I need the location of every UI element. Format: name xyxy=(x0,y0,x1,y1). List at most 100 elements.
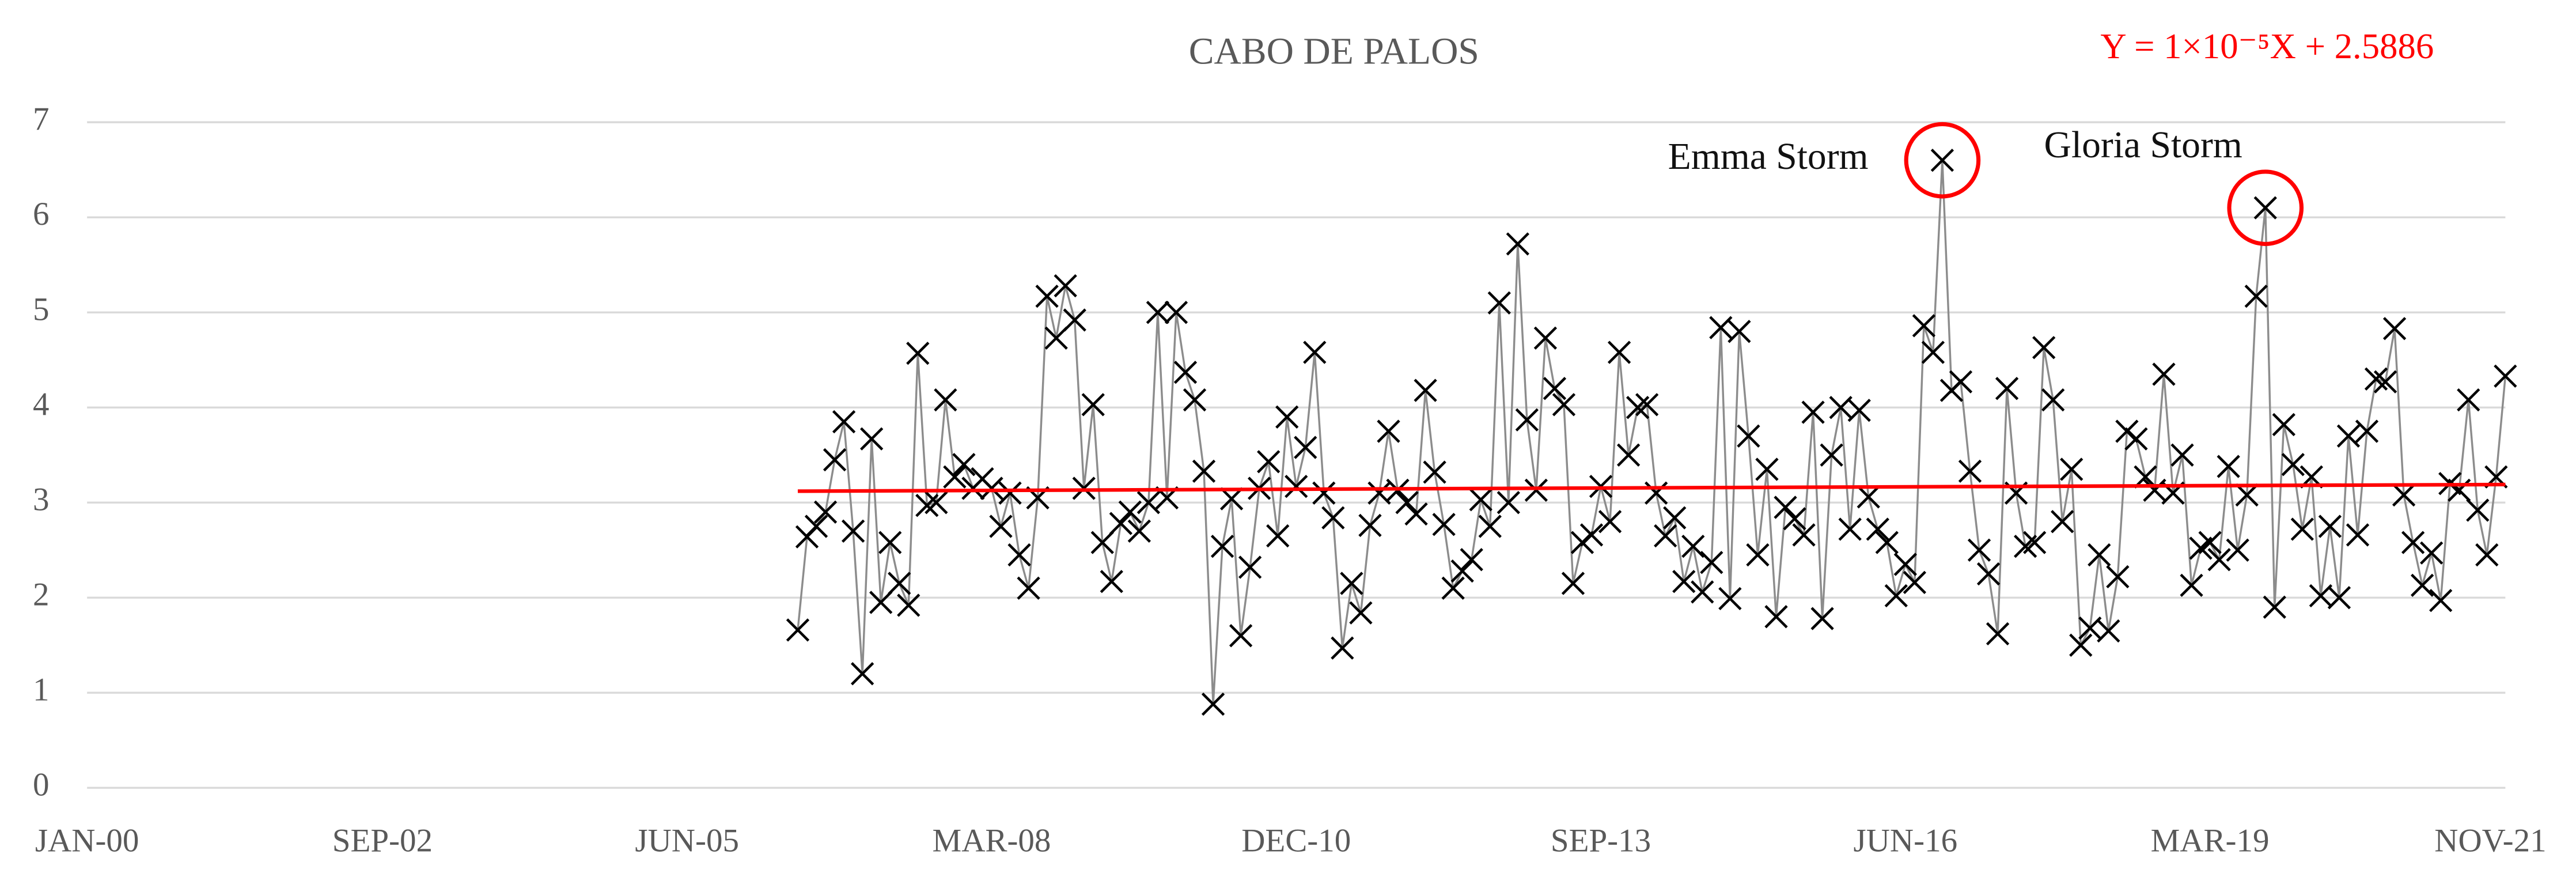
data-marker xyxy=(1875,531,1899,554)
data-marker xyxy=(980,477,1003,500)
data-marker xyxy=(1035,284,1059,308)
data-marker xyxy=(2373,370,2397,394)
data-marker xyxy=(2429,589,2453,613)
data-marker xyxy=(2106,565,2130,589)
data-marker xyxy=(823,448,847,472)
data-marker xyxy=(2401,531,2425,554)
data-marker xyxy=(2226,538,2249,562)
data-marker xyxy=(2272,413,2295,437)
annotation: Emma Storm xyxy=(1668,136,1869,177)
data-marker xyxy=(1146,301,1170,324)
data-marker xyxy=(1524,478,1548,502)
data-marker xyxy=(2382,317,2407,341)
data-marker xyxy=(1995,377,2019,400)
data-marker xyxy=(1847,398,1871,422)
data-marker xyxy=(2309,584,2333,608)
data-marker xyxy=(1487,291,1511,315)
trendline xyxy=(797,482,2506,493)
data-marker xyxy=(2041,388,2065,412)
y-tick-label: 7 xyxy=(33,101,50,137)
data-marker xyxy=(1460,548,1483,572)
y-tick-label: 1 xyxy=(33,671,50,708)
y-tick-label: 2 xyxy=(33,576,50,613)
data-marker xyxy=(998,481,1022,505)
data-marker xyxy=(1958,459,1982,483)
data-marker xyxy=(1626,396,1650,419)
data-marker xyxy=(2124,427,2148,451)
y-tick-label: 0 xyxy=(33,766,50,803)
x-tick-label: MAR-19 xyxy=(2151,822,2270,859)
data-marker xyxy=(1746,543,1770,567)
x-tick-label: SEP-13 xyxy=(1551,822,1651,859)
data-marker xyxy=(786,618,810,642)
data-marker xyxy=(1404,502,1428,526)
data-marker xyxy=(1728,320,1751,343)
data-marker xyxy=(1349,601,1373,625)
x-tick-label: DEC-10 xyxy=(1241,822,1351,859)
data-marker xyxy=(897,594,920,617)
data-marker xyxy=(1783,507,1806,531)
data-marker xyxy=(832,410,856,434)
annotation: Gloria Storm xyxy=(2044,124,2242,166)
data-marker xyxy=(1118,500,1142,524)
data-marker xyxy=(2475,543,2499,567)
data-marker xyxy=(1497,491,1520,515)
data-marker xyxy=(906,341,930,365)
data-marker xyxy=(1007,543,1031,567)
x-tick-label: JUN-16 xyxy=(1854,822,1958,859)
data-marker xyxy=(1210,534,1234,558)
data-marker xyxy=(1090,531,1114,554)
data-marker xyxy=(841,519,865,543)
data-marker xyxy=(813,500,838,524)
data-marker xyxy=(1561,572,1585,595)
data-marker xyxy=(2097,619,2120,643)
y-tick-label: 5 xyxy=(33,291,50,327)
data-marker xyxy=(1275,405,1299,429)
data-marker xyxy=(1533,326,1558,350)
data-marker xyxy=(943,465,967,489)
data-marker xyxy=(860,427,884,451)
data-marker xyxy=(1164,301,1188,324)
data-marker xyxy=(2235,483,2259,507)
chart-title: CABO DE PALOS xyxy=(1189,31,1479,72)
y-tick-label: 6 xyxy=(33,196,50,232)
data-marker xyxy=(1774,496,1797,519)
data-marker xyxy=(1109,512,1132,535)
data-marker xyxy=(2457,388,2480,412)
data-marker xyxy=(869,591,893,614)
data-marker xyxy=(2281,453,2305,477)
data-marker xyxy=(1616,443,1641,467)
data-marker xyxy=(925,491,948,515)
data-marker xyxy=(2253,196,2277,220)
data-marker xyxy=(1755,458,1779,481)
y-tick-label: 3 xyxy=(33,481,50,517)
data-marker xyxy=(1810,607,1834,630)
data-marker xyxy=(1912,314,1936,338)
data-marker xyxy=(1054,274,1077,298)
data-marker xyxy=(1358,513,1382,537)
data-marker xyxy=(1469,488,1492,512)
data-marker xyxy=(2152,362,2176,386)
data-marker xyxy=(934,388,957,412)
data-marker xyxy=(2217,455,2240,478)
data-marker xyxy=(2023,531,2047,554)
data-marker xyxy=(952,453,976,477)
data-marker xyxy=(1672,569,1696,594)
data-marker xyxy=(2198,531,2222,554)
data-marker xyxy=(2244,284,2268,308)
data-marker xyxy=(2327,586,2351,610)
data-marker xyxy=(1478,515,1502,538)
data-marker xyxy=(1321,506,1345,530)
data-marker xyxy=(888,572,911,595)
data-marker xyxy=(1700,550,1723,574)
data-marker xyxy=(1229,624,1253,648)
data-marker xyxy=(1737,424,1760,448)
data-marker xyxy=(1681,534,1705,558)
data-marker xyxy=(1967,538,1991,562)
data-marker xyxy=(1063,308,1086,332)
data-marker xyxy=(1598,510,1622,534)
data-marker xyxy=(2060,458,2083,481)
data-marker xyxy=(1423,460,1446,484)
